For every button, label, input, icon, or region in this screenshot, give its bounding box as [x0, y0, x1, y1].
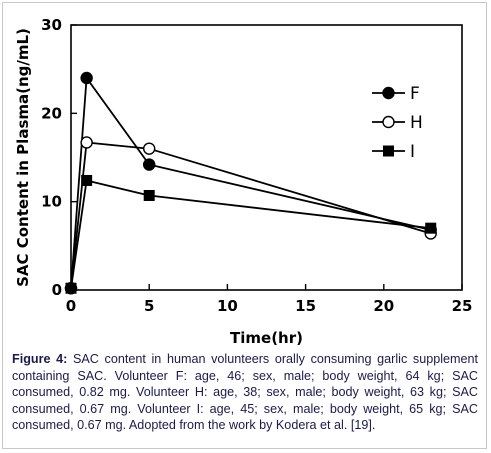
legend-label-f: F: [410, 84, 420, 104]
chart-legend: FHI: [372, 84, 423, 162]
data-point-h: [142, 142, 156, 155]
x-tick-label: 25: [452, 297, 473, 315]
figure-caption: Figure 4: SAC content in human volunteer…: [12, 351, 478, 434]
legend-marker-h: [382, 115, 395, 129]
y-tick-label: 0: [52, 281, 62, 299]
x-tick-label: 20: [373, 297, 394, 315]
x-tick-label: 5: [144, 297, 154, 315]
data-point-i: [143, 189, 155, 201]
caption-text: SAC content in human volunteers orally c…: [12, 352, 479, 432]
x-axis-title: Time(hr): [230, 329, 303, 347]
series-line-i: [70, 179, 431, 289]
legend-label-h: H: [410, 113, 423, 133]
caption-lead: Figure 4:: [12, 352, 68, 366]
series-line-h: [70, 141, 431, 289]
chart-axes: 0 5 10 15 20 25 0 10 20 30 Time(hr) SAC Content in …: [14, 16, 472, 347]
series-f: [64, 71, 437, 295]
y-tick-label: 10: [41, 193, 62, 211]
data-point-h: [80, 136, 93, 149]
data-point-f: [142, 158, 156, 171]
x-tick-label: 0: [66, 297, 76, 315]
legend-marker-f: [382, 86, 395, 100]
data-point-i: [81, 174, 93, 186]
y-tick-label: 30: [41, 16, 62, 34]
plot-border: [70, 24, 463, 291]
y-axis-title: SAC Content in Plasma(ng/mL): [14, 28, 32, 287]
legend-marker-i: [383, 145, 394, 157]
data-point-i: [425, 222, 437, 234]
y-tick-label: 20: [41, 104, 62, 122]
data-point-f: [80, 71, 93, 85]
x-tick-label: 10: [217, 297, 238, 315]
series-h: [64, 136, 437, 295]
series-i: [65, 174, 437, 294]
chart-series: [64, 71, 437, 295]
series-line-f: [70, 75, 431, 289]
legend-label-i: I: [410, 142, 415, 162]
data-point-i: [65, 282, 77, 294]
sac-plasma-chart: 0 5 10 15 20 25 0 10 20 30 Time(hr) SAC Content in …: [14, 16, 472, 347]
x-tick-label: 15: [295, 297, 316, 315]
